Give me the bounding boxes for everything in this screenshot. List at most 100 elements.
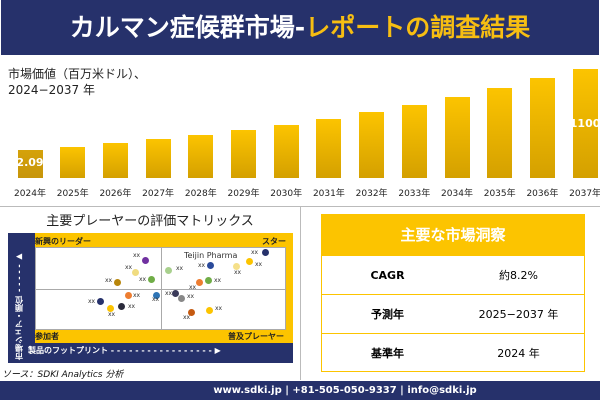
insights-row: 予測年 2025−2037 年 (322, 294, 584, 333)
player-label: xx (139, 276, 147, 283)
bar-2027年 (145, 138, 171, 178)
insights-title: 主要な市場洞察 (322, 215, 584, 255)
bar-2033年 (401, 104, 427, 178)
data-label: 1100 (569, 117, 600, 130)
y-axis-label: 市場シェア・順位 - - - - - ▶ (8, 250, 30, 360)
source-note: ソース：SDKI Analytics 分析 (2, 370, 124, 380)
row-key: 予測年 (371, 308, 404, 321)
x-axis-text: 製品のフットプリント (28, 346, 108, 355)
player-label: xx (125, 264, 133, 271)
chart-title: 市場価値（百万米ドル）、 2024−2037 年 (8, 66, 146, 98)
x-tick-label: 2030年 (270, 189, 303, 199)
divider-vertical (300, 206, 301, 380)
player-label: xx (165, 290, 173, 297)
insights-row: 基準年 2024 年 (322, 333, 584, 372)
page-header: カルマン症候群市場-レポートの調査結果 (1, 0, 599, 55)
chart-title-line2: 2024−2037 年 (8, 83, 95, 97)
bar-2034年 (444, 97, 470, 178)
x-tick-label: 2031年 (312, 189, 345, 199)
bar-2032年 (359, 111, 385, 178)
bar-2024年 (17, 149, 43, 178)
x-tick-label: 2037年 (569, 189, 600, 199)
bar-2026年 (102, 143, 128, 178)
bar-2028年 (188, 135, 214, 178)
chart-title-line1: 市場価値（百万米ドル）、 (8, 67, 147, 81)
matrix-hline (36, 288, 285, 290)
bar-2031年 (316, 119, 342, 178)
row-value: 2024 年 (497, 347, 540, 360)
matrix-plot (35, 247, 286, 330)
x-tick-label: 2026年 (99, 189, 132, 199)
player-label: xx (255, 261, 263, 268)
bar-2036年 (529, 77, 555, 178)
title-highlight: レポートの調査結果 (305, 13, 531, 42)
player-dot (152, 291, 160, 299)
x-tick-label: 2028年 (184, 189, 217, 199)
quadrant-bottom-right: 普及プレーヤー (228, 332, 284, 341)
player-label: xx (176, 265, 184, 272)
x-tick-label: 2032年 (355, 189, 388, 199)
player-label: xx (88, 298, 96, 305)
player-dot (96, 297, 104, 305)
x-axis-arrow: - - - - - - - - - - - - - - - - - ▶ (108, 346, 221, 355)
player-dot (261, 248, 269, 256)
player-label: xx (105, 277, 113, 284)
x-tick-label: 2035年 (483, 189, 516, 199)
player-dot (124, 291, 132, 299)
player-label: xx (108, 311, 116, 318)
x-tick-label: 2029年 (227, 189, 260, 199)
bar-2037年 (572, 69, 598, 178)
x-tick-label: 2033年 (398, 189, 431, 199)
row-key: 基準年 (371, 347, 404, 360)
insights-row: CAGR 約8.2% (322, 255, 584, 294)
x-tick-label: 2025年 (56, 189, 89, 199)
highlight-player-label: Teijin Pharma (184, 251, 238, 260)
player-dot (245, 257, 253, 265)
data-label: 2.09 (16, 156, 44, 169)
player-dot (141, 256, 149, 264)
player-dot (147, 275, 155, 283)
player-label: xx (189, 284, 197, 291)
player-label: xx (198, 262, 206, 269)
title-main: カルマン症候群市場- (69, 13, 306, 42)
player-dot (204, 276, 212, 284)
player-dot (131, 268, 139, 276)
player-label: xx (214, 277, 222, 284)
bar-2035年 (487, 87, 513, 178)
player-label: xx (183, 314, 191, 321)
player-label: xx (215, 305, 223, 312)
bar-2029年 (231, 130, 256, 178)
footer-contact: www.sdki.jp | +81-505-050-9337 | info@sd… (0, 381, 600, 400)
quadrant-bottom-left: 参加者 (35, 332, 59, 341)
player-dot (171, 289, 179, 297)
bar-2030年 (273, 124, 299, 178)
player-dot (205, 306, 213, 314)
x-axis-label: 製品のフットプリント - - - - - - - - - - - - - - -… (28, 345, 290, 356)
y-axis-arrow: - - - - - ▶ (14, 252, 24, 292)
player-dot (177, 294, 185, 302)
player-dot (117, 302, 125, 310)
player-dot (106, 304, 114, 312)
x-tick-label: 2027年 (142, 189, 175, 199)
player-dot (164, 266, 172, 274)
x-tick-label: 2024年 (14, 189, 46, 199)
x-tick-label: 2036年 (526, 189, 559, 199)
player-dot (195, 278, 203, 286)
quadrant-top-right: スター (262, 237, 286, 246)
quadrant-top-left: 新興のリーダー (35, 237, 91, 246)
player-label: xx (251, 249, 259, 256)
player-dot (113, 278, 121, 286)
y-axis-text: 市場シェア・順位 (14, 296, 24, 360)
player-label: xx (152, 296, 160, 303)
player-label: xx (133, 292, 141, 299)
matrix-title: 主要プレーヤーの評価マトリックス (46, 214, 254, 229)
row-value: 約8.2% (499, 269, 538, 282)
x-tick-label: 2034年 (441, 189, 473, 199)
row-value: 2025−2037 年 (478, 308, 559, 321)
bar-2025年 (60, 147, 86, 178)
player-dot (187, 308, 195, 316)
player-label: xx (187, 293, 195, 300)
player-label: xx (234, 269, 242, 276)
player-dot (206, 261, 214, 269)
player-label: xx (128, 303, 136, 310)
